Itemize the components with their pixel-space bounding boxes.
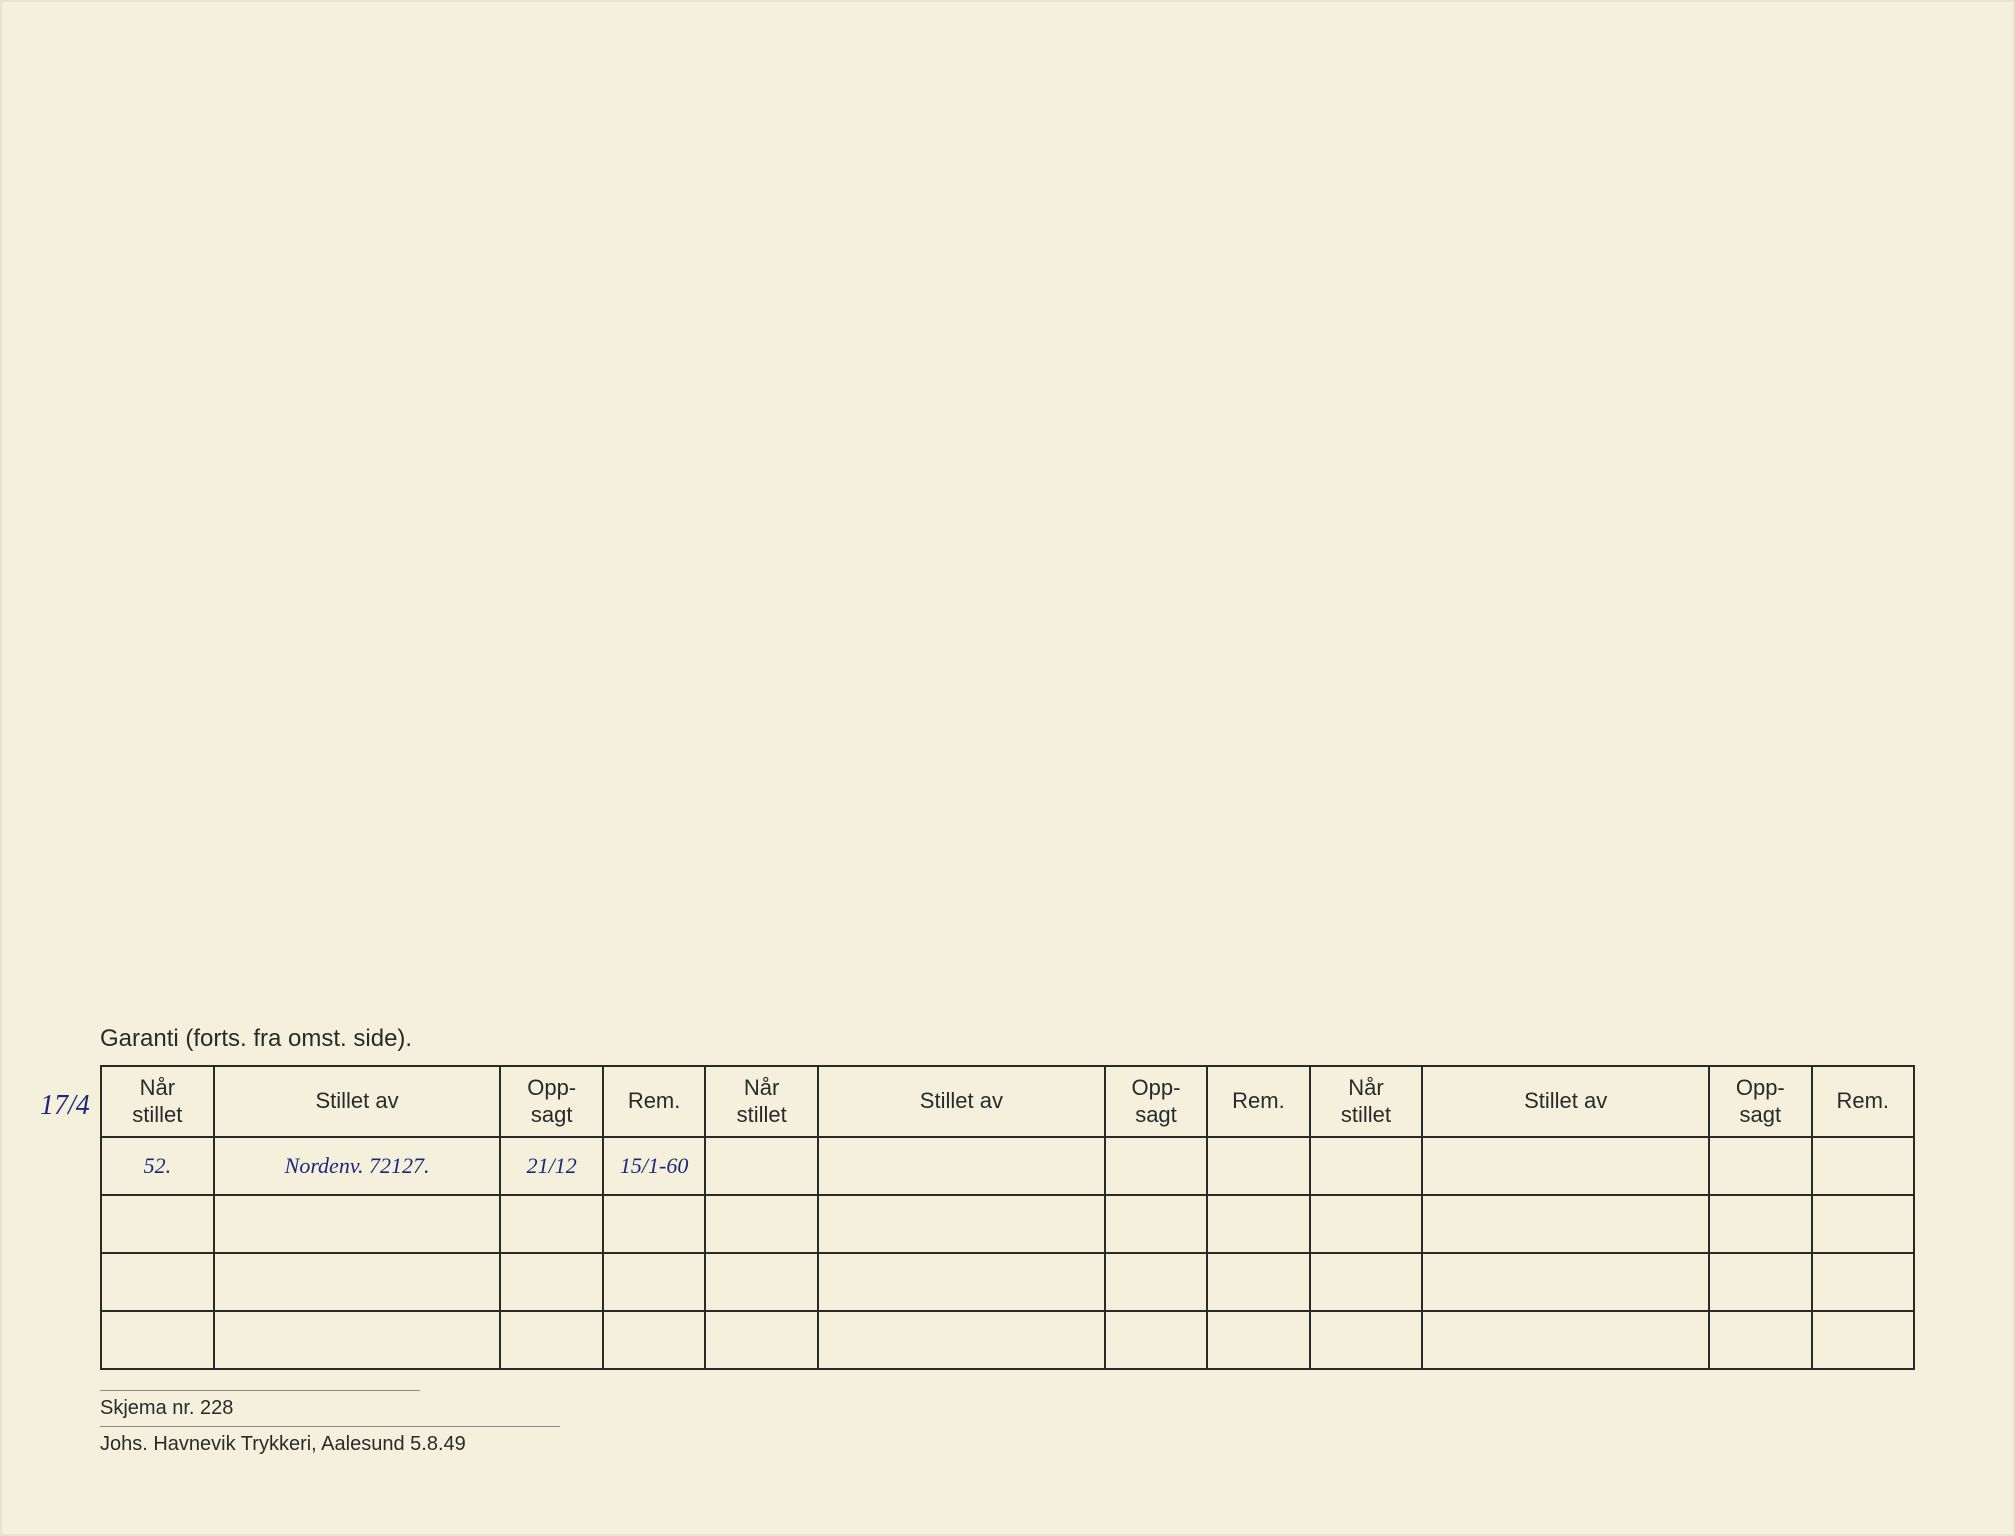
cell-empty [1310,1137,1423,1195]
cell-empty [500,1253,602,1311]
table-row [101,1253,1914,1311]
cell-empty [1105,1195,1207,1253]
table-row [101,1311,1914,1369]
cell-empty [705,1253,818,1311]
cell-empty [1709,1137,1811,1195]
cell-empty [603,1253,705,1311]
cell-empty [214,1311,501,1369]
cell-empty [705,1311,818,1369]
cell-empty [705,1195,818,1253]
col-header-nar-2: Nårstillet [705,1066,818,1137]
cell-empty [603,1311,705,1369]
col-header-opp-3: Opp-sagt [1709,1066,1811,1137]
footer-skjema: Skjema nr. 228 [100,1391,420,1420]
cell-empty [1207,1137,1309,1195]
cell-empty [1105,1137,1207,1195]
col-header-opp-1: Opp-sagt [500,1066,602,1137]
cell-empty [818,1311,1105,1369]
cell-empty [1422,1195,1709,1253]
document-page: 17/4 Garanti (forts. fra omst. side). Nå… [0,0,2015,1536]
cell-empty [1207,1311,1309,1369]
col-header-rem-2: Rem. [1207,1066,1309,1137]
footer-divider [100,1426,560,1427]
table-header-text: Garanti (forts. fra omst. side). [100,1025,1915,1053]
table-row: 52. Nordenv. 72127. 21/12 15/1-60 [101,1137,1914,1195]
cell-empty [1105,1253,1207,1311]
col-header-stillet-2: Stillet av [818,1066,1105,1137]
cell-empty [214,1253,501,1311]
cell-empty [818,1195,1105,1253]
cell-empty [1422,1137,1709,1195]
cell-rem: 15/1-60 [603,1137,705,1195]
footer-printer: Johs. Havnevik Trykkeri, Aalesund 5.8.49 [100,1433,1915,1456]
cell-empty [818,1253,1105,1311]
col-header-nar-3: Nårstillet [1310,1066,1423,1137]
cell-empty [818,1137,1105,1195]
cell-empty [500,1311,602,1369]
table-header-row: Nårstillet Stillet av Opp-sagt Rem. Nårs… [101,1066,1914,1137]
cell-empty [1310,1311,1423,1369]
col-header-rem-3: Rem. [1812,1066,1914,1137]
table-row [101,1195,1914,1253]
cell-empty [1310,1195,1423,1253]
cell-empty [1709,1195,1811,1253]
cell-empty [1812,1137,1914,1195]
cell-empty [214,1195,501,1253]
cell-empty [101,1195,214,1253]
cell-opp: 21/12 [500,1137,602,1195]
cell-nar: 52. [101,1137,214,1195]
cell-empty [1709,1311,1811,1369]
cell-empty [603,1195,705,1253]
content-area: 17/4 Garanti (forts. fra omst. side). Nå… [100,1025,1915,1456]
cell-empty [101,1253,214,1311]
footer: Skjema nr. 228 [100,1390,420,1420]
cell-empty [1812,1311,1914,1369]
cell-empty [1812,1253,1914,1311]
cell-empty [1422,1311,1709,1369]
cell-empty [1310,1253,1423,1311]
margin-handwritten-note: 17/4 [40,1093,90,1118]
cell-stillet: Nordenv. 72127. [214,1137,501,1195]
cell-empty [705,1137,818,1195]
table-body: 52. Nordenv. 72127. 21/12 15/1-60 [101,1137,1914,1369]
col-header-nar-1: Nårstillet [101,1066,214,1137]
cell-empty [1207,1195,1309,1253]
cell-empty [101,1311,214,1369]
col-header-opp-2: Opp-sagt [1105,1066,1207,1137]
col-header-stillet-1: Stillet av [214,1066,501,1137]
cell-empty [1105,1311,1207,1369]
cell-empty [1812,1195,1914,1253]
cell-empty [1207,1253,1309,1311]
cell-empty [500,1195,602,1253]
cell-empty [1422,1253,1709,1311]
col-header-rem-1: Rem. [603,1066,705,1137]
col-header-stillet-3: Stillet av [1422,1066,1709,1137]
garanti-table: Nårstillet Stillet av Opp-sagt Rem. Nårs… [100,1065,1915,1370]
cell-empty [1709,1253,1811,1311]
